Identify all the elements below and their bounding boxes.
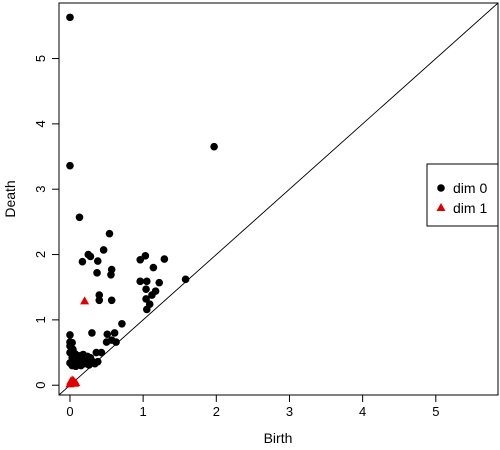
point-dim0 [86, 252, 95, 261]
point-dim0 [148, 291, 156, 299]
point-dim0 [78, 257, 87, 266]
y-tick-label: 0 [33, 382, 48, 389]
point-dim0 [95, 291, 104, 299]
y-tick-label: 2 [33, 251, 48, 258]
point-dim0 [93, 257, 102, 265]
legend-box [426, 163, 499, 227]
point-dim1 [80, 296, 90, 305]
point-dim0 [107, 270, 115, 279]
point-dim0 [143, 277, 151, 286]
point-dim0 [155, 278, 164, 287]
point-dim1 [66, 376, 76, 385]
point-dim0 [66, 161, 74, 170]
point-dim0 [210, 142, 218, 151]
point-dim0 [142, 285, 150, 293]
point-dim0 [107, 296, 116, 305]
point-dim0 [92, 348, 101, 357]
y-tick-label: 4 [33, 120, 48, 127]
point-dim0 [99, 246, 108, 254]
point-dim0 [66, 13, 74, 22]
point-dim0 [141, 252, 150, 260]
point-dim0 [93, 269, 101, 277]
y-tick-label: 1 [33, 316, 48, 323]
legend-marker-dim0 [437, 184, 445, 192]
point-dim0 [107, 336, 116, 344]
x-axis: 0 1 2 3 4 5 [66, 395, 439, 419]
x-tick-label: 1 [140, 404, 147, 419]
x-tick-label: 5 [432, 404, 439, 419]
point-dim0 [110, 329, 119, 337]
point-dim0 [149, 263, 158, 272]
point-dim0 [105, 229, 114, 238]
x-tick-label: 4 [359, 404, 366, 419]
point-dim0 [103, 330, 112, 339]
y-axis-label: Death [2, 180, 18, 217]
legend-label-dim0: dim 0 [453, 180, 487, 196]
data-points [65, 13, 218, 388]
legend-marker-dim1 [436, 203, 446, 211]
point-dim0 [88, 329, 96, 337]
point-dim0 [75, 213, 84, 222]
point-dim0 [85, 361, 93, 369]
point-dim0 [91, 359, 99, 368]
point-dim0 [136, 277, 145, 286]
point-dim0 [77, 361, 85, 370]
y-axis: 0 1 2 3 4 5 [33, 55, 59, 389]
point-dim0 [143, 305, 151, 314]
x-axis-label: Birth [264, 430, 293, 446]
x-tick-label: 0 [66, 404, 73, 419]
y-tick-label: 5 [33, 55, 48, 62]
diagonal-line [59, 3, 498, 395]
point-dim0 [66, 331, 74, 339]
x-tick-label: 2 [213, 404, 220, 419]
y-tick-label: 3 [33, 186, 48, 193]
point-dim0 [160, 255, 169, 263]
point-dim0 [95, 296, 104, 305]
point-dim0 [118, 319, 126, 328]
legend: dim 0 dim 1 [426, 163, 499, 227]
x-tick-label: 3 [286, 404, 293, 419]
point-dim0 [181, 275, 190, 284]
point-dim0 [136, 255, 145, 264]
legend-label-dim1: dim 1 [453, 200, 487, 216]
